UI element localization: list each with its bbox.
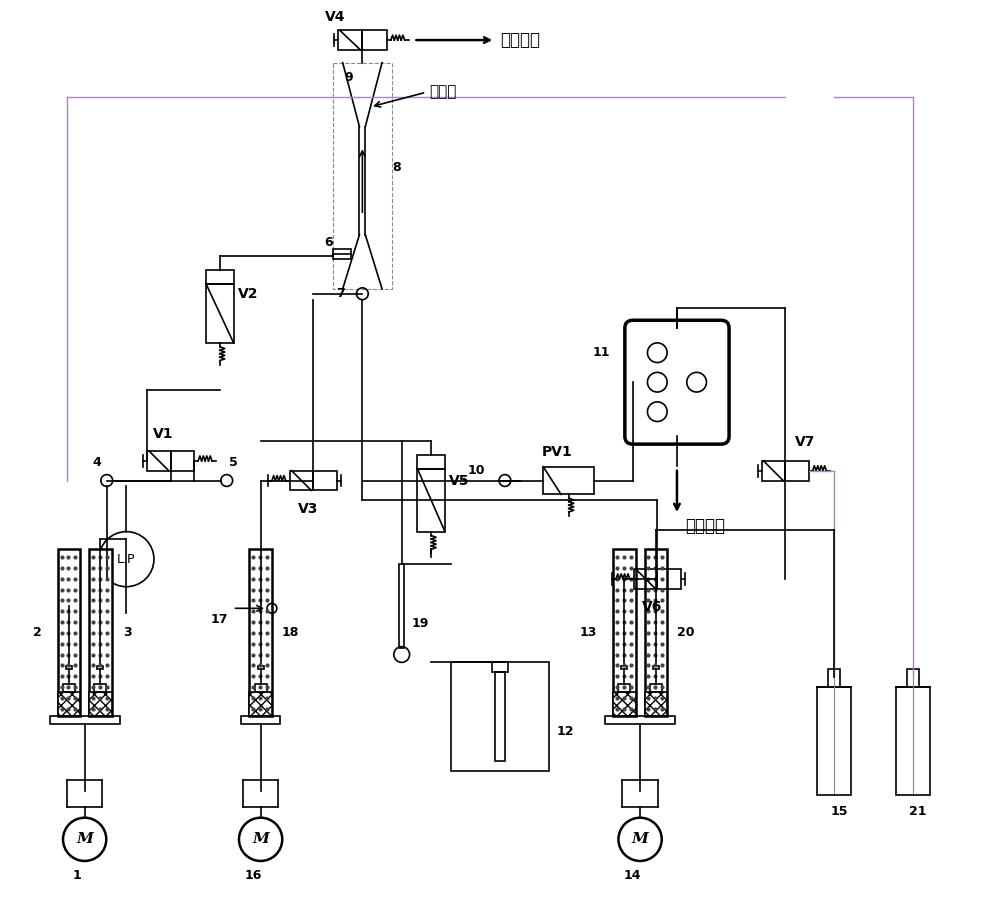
Bar bbox=[255, 684, 267, 692]
Text: M: M bbox=[76, 833, 93, 846]
Text: V2: V2 bbox=[238, 286, 258, 301]
Bar bbox=[653, 666, 659, 670]
Text: 19: 19 bbox=[412, 616, 429, 630]
Text: V3: V3 bbox=[298, 502, 318, 516]
Text: L.P: L.P bbox=[117, 553, 136, 565]
Bar bbox=[290, 471, 313, 490]
Bar bbox=[785, 460, 809, 481]
Text: 5: 5 bbox=[229, 456, 237, 469]
Bar bbox=[618, 684, 630, 692]
Text: 20: 20 bbox=[677, 626, 694, 639]
Bar bbox=[313, 471, 337, 490]
Bar bbox=[762, 460, 785, 481]
Bar bbox=[451, 662, 549, 771]
Bar bbox=[249, 549, 272, 717]
Bar bbox=[613, 549, 636, 717]
Bar bbox=[333, 63, 392, 289]
Bar bbox=[241, 717, 280, 724]
Text: V7: V7 bbox=[795, 435, 815, 449]
Text: V5: V5 bbox=[449, 473, 469, 487]
Bar bbox=[495, 672, 505, 761]
Bar bbox=[63, 684, 75, 692]
Bar bbox=[634, 569, 657, 589]
Text: 15: 15 bbox=[830, 805, 848, 818]
Text: V1: V1 bbox=[153, 427, 173, 441]
Bar bbox=[206, 284, 234, 343]
Bar bbox=[206, 270, 234, 284]
Bar bbox=[621, 666, 627, 670]
Text: M: M bbox=[632, 833, 649, 846]
Text: 7: 7 bbox=[336, 287, 345, 300]
Bar bbox=[89, 549, 112, 717]
Text: 3: 3 bbox=[123, 626, 132, 639]
Bar bbox=[66, 666, 72, 670]
Bar bbox=[828, 670, 840, 687]
Text: 废液出口: 废液出口 bbox=[500, 31, 540, 49]
Bar bbox=[650, 684, 662, 692]
Bar bbox=[817, 687, 851, 795]
Text: M: M bbox=[252, 833, 269, 846]
Bar bbox=[97, 666, 103, 670]
Text: 18: 18 bbox=[282, 626, 299, 639]
Text: 1: 1 bbox=[72, 869, 81, 881]
Text: 13: 13 bbox=[580, 626, 597, 639]
Text: 4: 4 bbox=[93, 456, 101, 469]
Text: 14: 14 bbox=[623, 869, 641, 881]
Text: 10: 10 bbox=[468, 464, 485, 477]
Bar bbox=[249, 692, 272, 717]
Text: 检测区: 检测区 bbox=[429, 85, 457, 99]
Bar bbox=[58, 549, 80, 717]
Bar bbox=[333, 250, 351, 260]
Bar bbox=[492, 662, 508, 672]
Text: 16: 16 bbox=[244, 869, 261, 881]
Bar bbox=[94, 684, 106, 692]
Bar bbox=[338, 30, 362, 50]
Text: 11: 11 bbox=[593, 346, 610, 359]
Bar bbox=[258, 666, 264, 670]
Text: PV1: PV1 bbox=[542, 445, 572, 459]
Bar bbox=[613, 692, 636, 717]
Text: 9: 9 bbox=[345, 71, 353, 84]
Bar bbox=[89, 692, 112, 717]
Bar bbox=[896, 687, 930, 795]
Bar bbox=[50, 717, 120, 724]
Bar bbox=[399, 564, 404, 647]
Text: 6: 6 bbox=[324, 237, 333, 250]
Bar bbox=[417, 469, 445, 531]
Text: 8: 8 bbox=[392, 161, 400, 174]
Bar bbox=[417, 455, 445, 469]
Text: 2: 2 bbox=[33, 626, 42, 639]
Text: 废液出口: 废液出口 bbox=[685, 517, 725, 535]
Bar bbox=[543, 467, 594, 495]
Bar bbox=[58, 692, 80, 717]
Bar bbox=[645, 692, 667, 717]
Text: 17: 17 bbox=[210, 613, 228, 626]
Text: V6: V6 bbox=[642, 600, 663, 614]
Bar bbox=[645, 549, 667, 717]
Bar bbox=[907, 670, 919, 687]
Bar bbox=[362, 30, 387, 50]
Bar bbox=[171, 451, 194, 471]
Text: 12: 12 bbox=[557, 725, 575, 738]
Text: 21: 21 bbox=[909, 805, 927, 818]
Bar bbox=[657, 569, 681, 589]
Bar bbox=[605, 717, 675, 724]
Text: V4: V4 bbox=[325, 10, 345, 24]
Bar bbox=[147, 451, 171, 471]
